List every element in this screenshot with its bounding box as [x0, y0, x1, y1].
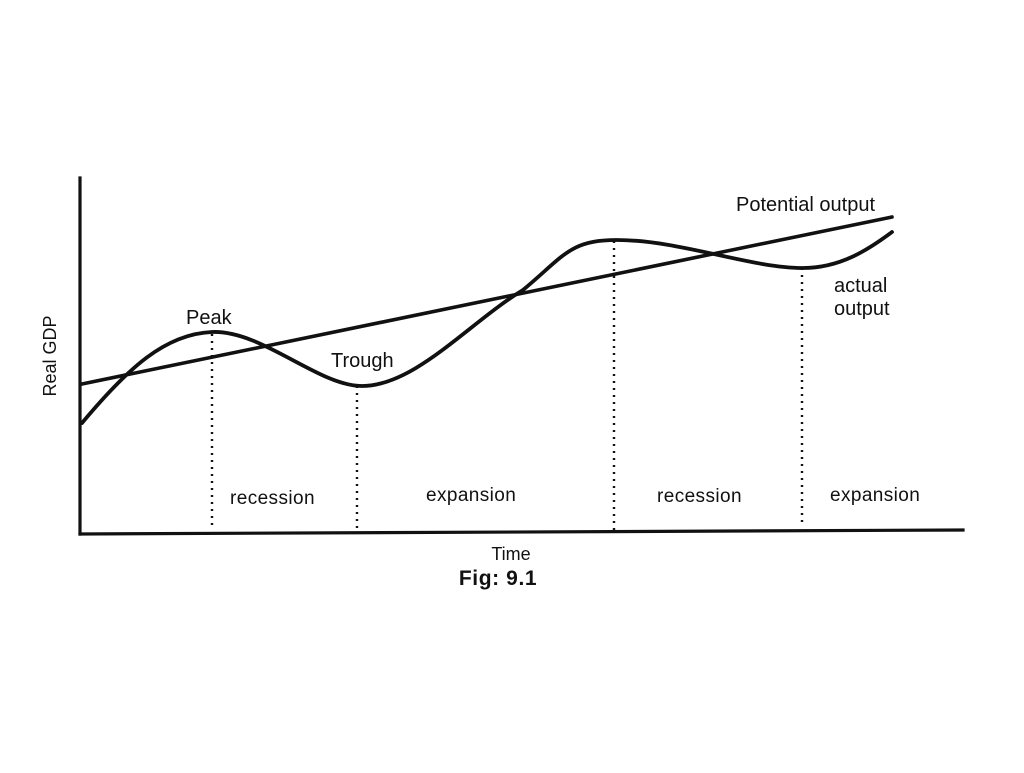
potential-output-line [80, 215, 894, 386]
trough-label: Trough [331, 350, 394, 372]
x-axis-title: Time [491, 544, 530, 564]
peak-label: Peak [186, 307, 233, 329]
x-axis [78, 528, 965, 536]
actual-output-label-line1: actual [834, 275, 887, 297]
figure-caption: Fig: 9.1 [459, 567, 537, 590]
phase-label-expansion-1: expansion [426, 485, 516, 506]
phase-label-recession-1: recession [230, 488, 315, 509]
actual-output-label-line2: output [834, 298, 890, 320]
phase-label-expansion-2: expansion [830, 485, 920, 506]
y-axis-title: Real GDP [40, 315, 60, 396]
potential-output-label: Potential output [736, 194, 875, 216]
phase-label-recession-2: recession [657, 486, 742, 507]
actual-output-curve [80, 230, 894, 425]
